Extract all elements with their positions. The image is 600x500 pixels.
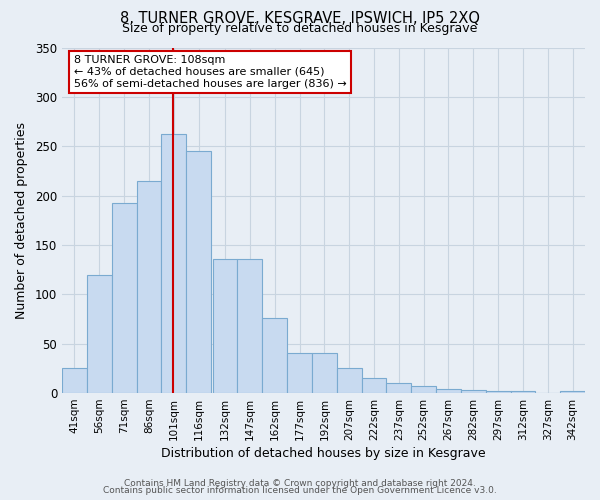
Bar [212,259,238,393]
Bar [560,391,585,393]
Bar [186,151,211,393]
Bar [262,318,287,393]
Bar [287,352,312,393]
Bar [386,383,411,393]
Bar [411,386,436,393]
Bar [362,378,386,393]
X-axis label: Distribution of detached houses by size in Kesgrave: Distribution of detached houses by size … [161,447,486,460]
Bar [137,181,161,393]
Text: Size of property relative to detached houses in Kesgrave: Size of property relative to detached ho… [122,22,478,35]
Bar [238,259,262,393]
Bar [436,389,461,393]
Text: 8, TURNER GROVE, KESGRAVE, IPSWICH, IP5 2XQ: 8, TURNER GROVE, KESGRAVE, IPSWICH, IP5 … [120,11,480,26]
Bar [62,368,87,393]
Y-axis label: Number of detached properties: Number of detached properties [15,122,28,319]
Bar [337,368,362,393]
Bar [486,391,511,393]
Bar [461,390,486,393]
Bar [87,274,112,393]
Bar [511,391,535,393]
Text: Contains public sector information licensed under the Open Government Licence v3: Contains public sector information licen… [103,486,497,495]
Bar [112,204,137,393]
Text: 8 TURNER GROVE: 108sqm
← 43% of detached houses are smaller (645)
56% of semi-de: 8 TURNER GROVE: 108sqm ← 43% of detached… [74,56,346,88]
Bar [161,134,186,393]
Text: Contains HM Land Registry data © Crown copyright and database right 2024.: Contains HM Land Registry data © Crown c… [124,478,476,488]
Bar [312,352,337,393]
